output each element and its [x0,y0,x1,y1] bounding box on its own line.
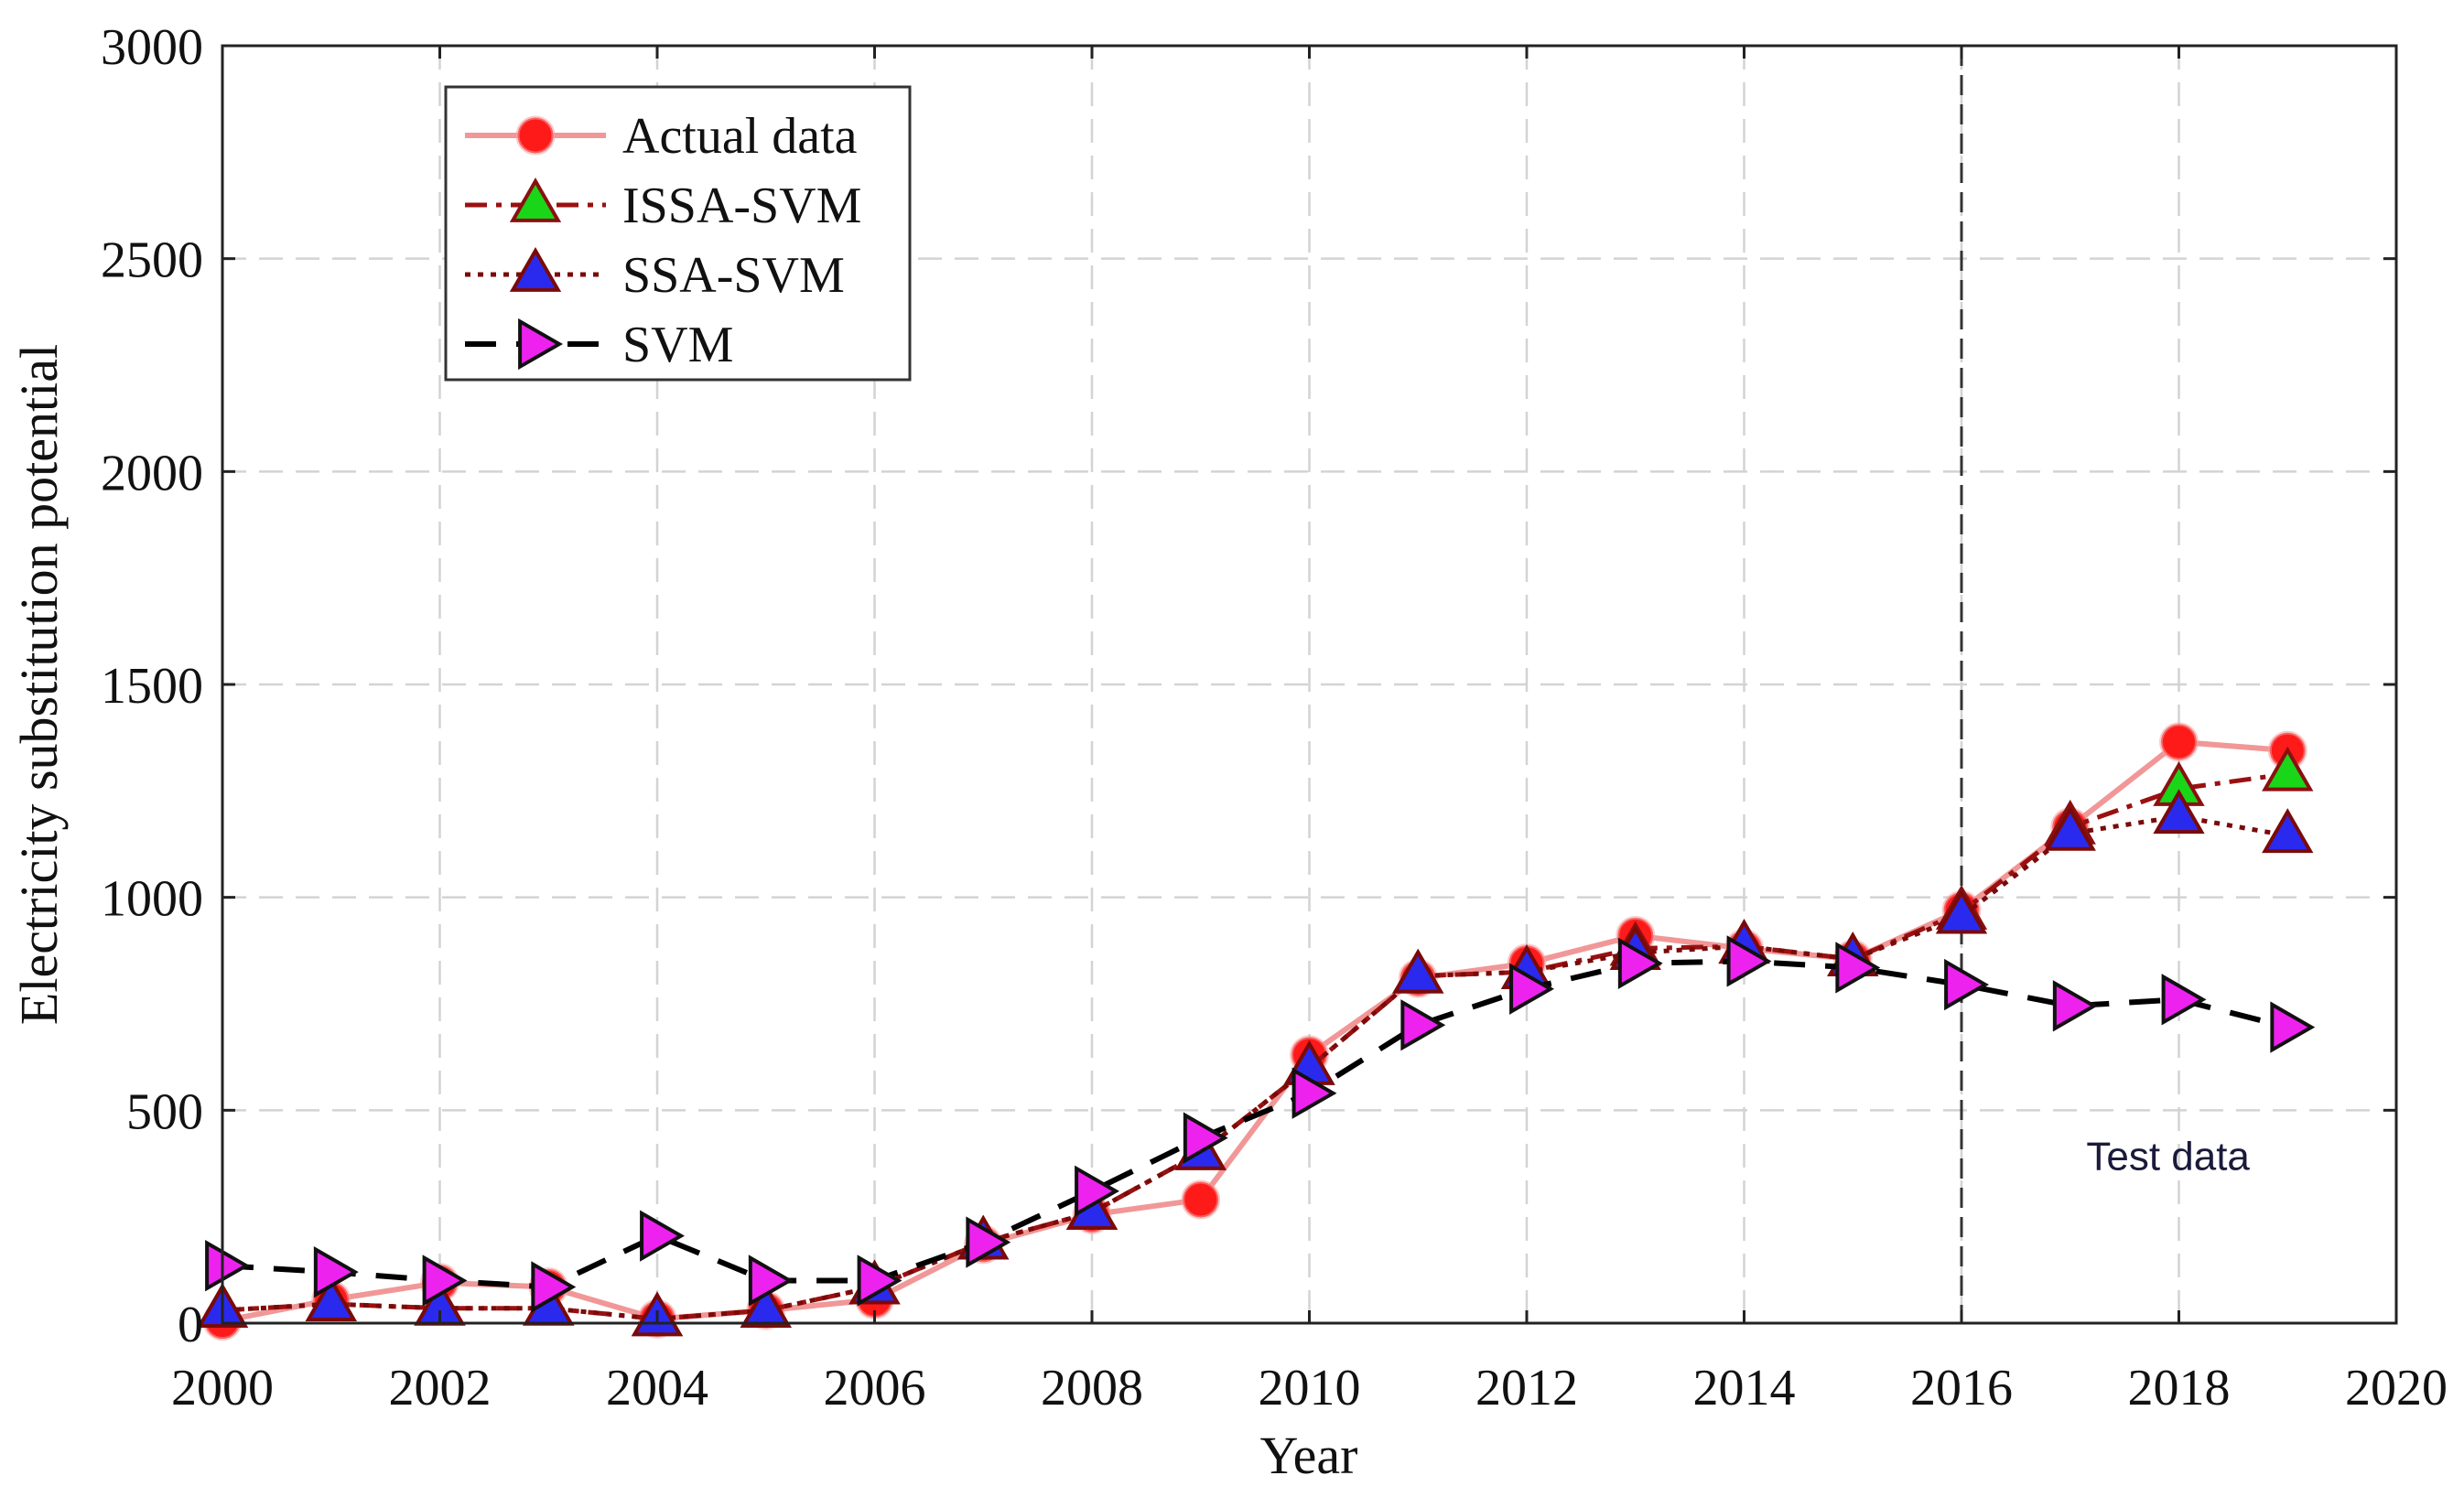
data-point [1075,1165,1120,1217]
data-point [2270,1001,2316,1053]
x-tick-label: 2020 [2345,1360,2448,1416]
data-point [1400,999,1446,1051]
legend-label: SSA-SVM [622,247,845,304]
x-tick-label: 2000 [171,1360,274,1416]
legend-label: SVM [622,317,733,373]
legend-item: Actual data [465,108,858,165]
legend-item: SSA-SVM [465,246,845,304]
x-tick-label: 2016 [1910,1360,2013,1416]
series-svm [205,935,2316,1313]
data-point [1181,1179,1221,1220]
y-tick-label: 2500 [101,232,203,289]
data-point [1835,942,1881,994]
y-tick-label: 2000 [101,445,203,501]
data-point [2262,808,2314,854]
data-point [2044,805,2096,851]
series-group [196,722,2316,1341]
x-tick-label: 2018 [2128,1360,2231,1416]
data-point [2262,746,2314,792]
data-point [1392,948,1444,994]
data-point [1935,889,1988,934]
data-point [966,1216,1011,1268]
data-point [2159,722,2199,762]
legend-items: Actual data ISSA-SVM SSA-SVM SVM [465,108,861,373]
legend-label: ISSA-SVM [622,178,861,234]
x-axis-title: Year [1260,1426,1358,1485]
y-tick-label: 1500 [101,658,203,715]
x-tick-label: 2014 [1693,1360,1796,1416]
y-axis-title: Electricity substitution potential [9,344,69,1025]
annotation-test-data: Test data [2086,1134,2250,1179]
x-tick-label: 2004 [606,1360,708,1416]
data-point [2153,789,2205,835]
data-point [1617,937,1663,989]
data-point [205,1240,251,1292]
legend-marker [515,115,556,156]
x-tick-label: 2012 [1475,1360,1578,1416]
x-tick-label: 2010 [1259,1360,1361,1416]
legend: Actual data ISSA-SVM SSA-SVM SVM [444,85,912,382]
data-point [1183,1112,1228,1164]
data-point [313,1246,359,1298]
x-tick-label: 2006 [824,1360,926,1416]
data-point [1944,958,1990,1011]
y-tick-label: 500 [126,1083,203,1140]
data-point [1291,1067,1337,1119]
series-line [222,958,2288,1290]
data-point [2161,974,2207,1026]
legend-marker [509,177,562,222]
data-point [857,1255,902,1307]
data-point [640,1210,686,1262]
legend-item: SVM [465,317,733,373]
data-point [740,1283,792,1328]
legend-marker [509,246,562,292]
legend-label: Actual data [622,108,858,165]
data-point [2052,980,2098,1032]
data-point [748,1255,794,1307]
y-tick-label: 1000 [101,871,203,928]
data-point [1509,963,1555,1015]
x-tick-label: 2002 [389,1360,492,1416]
data-point [422,1255,468,1307]
y-tick-label: 3000 [101,19,203,76]
axis-ticks: 2000 2002 2004 2006 2008 2010 2012 2014 2016 2018… [101,19,2448,1416]
legend-item: ISSA-SVM [465,177,861,234]
x-tick-label: 2008 [1041,1360,1143,1416]
y-tick-label: 0 [178,1297,203,1353]
data-point [531,1261,577,1313]
data-point [305,1276,357,1321]
legend-marker [518,318,564,371]
data-point [1726,935,1772,987]
